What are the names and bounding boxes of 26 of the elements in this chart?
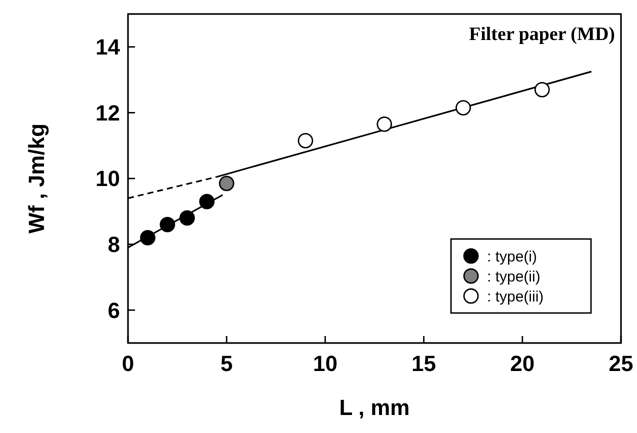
x-tick-label: 0 (122, 351, 134, 376)
x-tick-label: 15 (412, 351, 436, 376)
point (140, 230, 156, 246)
x-tick-label: 10 (312, 351, 338, 376)
point (534, 82, 550, 98)
x-axis-title: L , mm (339, 395, 410, 420)
point (160, 216, 176, 232)
legend-label: : type(iii) (487, 288, 544, 306)
y-tick-label: 14 (96, 34, 121, 60)
y-tick-label: 6 (108, 298, 120, 323)
x-tick-label: 5 (220, 351, 233, 376)
point (456, 100, 471, 116)
y-tick-label: 10 (96, 166, 120, 192)
point (218, 176, 234, 192)
point (179, 210, 195, 226)
y-axis-title: Wf , Jm/kg (24, 123, 49, 234)
point (199, 194, 215, 210)
legend-label: : type(ii) (487, 268, 540, 286)
point (376, 116, 392, 132)
y-tick-label: 12 (96, 100, 120, 126)
legend-label: : type(i) (487, 248, 538, 266)
y-tick-label: 8 (108, 232, 120, 257)
x-tick-label: 20 (510, 351, 535, 376)
point (298, 132, 314, 148)
text: Filter paper (MD) (469, 24, 615, 45)
x-tick-label: 25 (608, 351, 634, 376)
